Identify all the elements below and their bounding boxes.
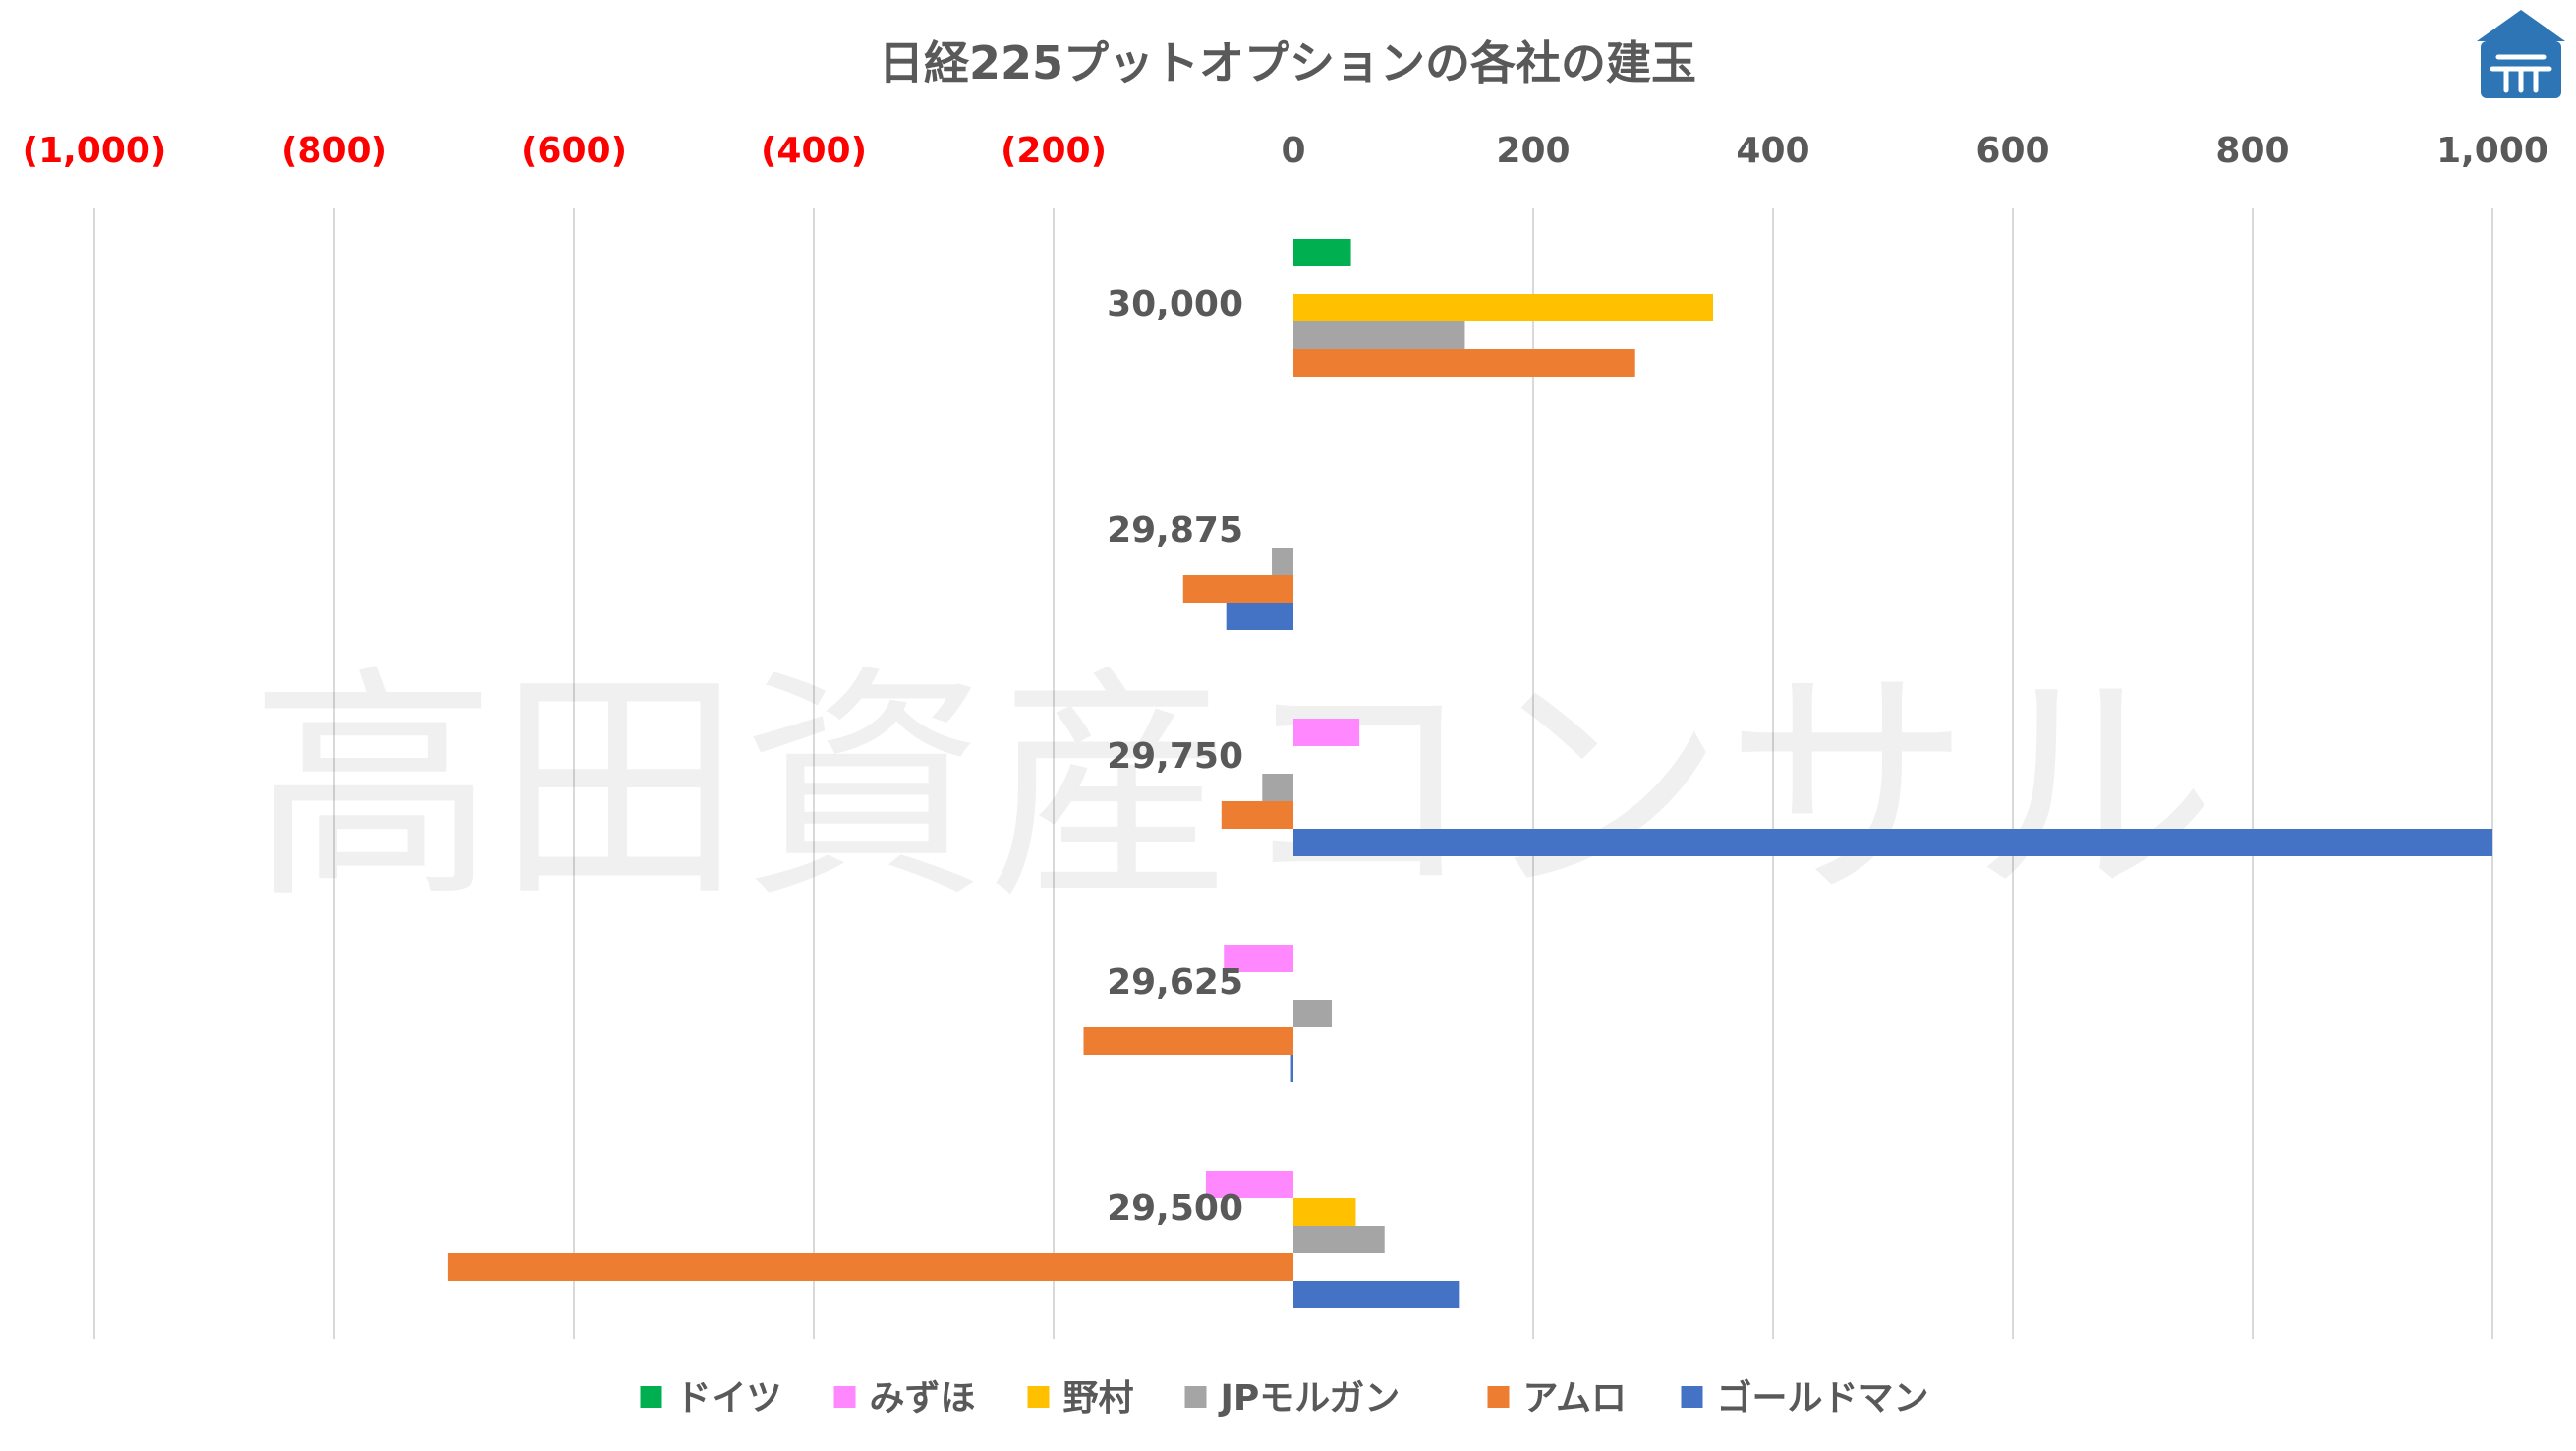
- x-tick-label: (800): [281, 131, 387, 171]
- category-label: 29,625: [1107, 962, 1243, 1003]
- bar: [1293, 1226, 1385, 1253]
- legend-label: みずほ: [870, 1378, 976, 1419]
- bar: [447, 1253, 1293, 1281]
- bar: [1293, 239, 1351, 266]
- legend-swatch: [833, 1386, 856, 1408]
- x-tick-label: 600: [1975, 131, 2049, 171]
- bar: [1293, 321, 1465, 349]
- category-label: 29,875: [1107, 510, 1243, 551]
- x-tick-label: 400: [1736, 131, 1809, 171]
- x-tick-label: (400): [761, 131, 867, 171]
- legend-swatch: [640, 1386, 662, 1408]
- legend-label: ゴールドマン: [1717, 1377, 1929, 1419]
- category-label: 30,000: [1107, 284, 1243, 324]
- legend-label: ドイツ: [676, 1378, 782, 1419]
- bar: [1293, 719, 1360, 746]
- legend-swatch: [1027, 1386, 1050, 1408]
- bar: [1226, 603, 1293, 630]
- bar: [1205, 1171, 1293, 1198]
- x-tick-label: (1,000): [23, 131, 167, 171]
- bar: [1293, 1198, 1356, 1226]
- x-tick-label: (600): [521, 131, 627, 171]
- legend-label: 野村: [1063, 1378, 1134, 1419]
- legend: ドイツ みずほ 野村 JPモルガン アムロ ゴールドマン: [640, 1377, 1929, 1419]
- x-tick-label: 1,000: [2436, 131, 2548, 171]
- bar: [1293, 829, 2492, 856]
- legend-label: アムロ: [1523, 1378, 1627, 1419]
- legend-swatch: [1681, 1386, 1703, 1408]
- bar: [1293, 349, 1635, 377]
- bar: [1290, 1055, 1293, 1082]
- legend-label: JPモルガン: [1218, 1378, 1401, 1419]
- bar: [1293, 294, 1713, 321]
- category-label: 29,500: [1107, 1189, 1243, 1229]
- bars: [447, 239, 2492, 1308]
- bar: [1083, 1027, 1293, 1055]
- bar: [1293, 1281, 1460, 1308]
- bar: [1221, 801, 1293, 829]
- x-tick-label: (200): [1001, 131, 1107, 171]
- bar: [1224, 945, 1293, 972]
- legend-swatch: [1184, 1386, 1207, 1408]
- x-tick-label: 0: [1281, 131, 1305, 171]
- grid-lines: [93, 208, 2493, 1339]
- x-tick-label: 200: [1496, 131, 1570, 171]
- x-tick-label: 800: [2215, 131, 2289, 171]
- bar: [1182, 575, 1293, 603]
- logo-icon: [2477, 10, 2565, 98]
- bar: [1293, 1000, 1333, 1027]
- category-label: 29,750: [1107, 736, 1243, 777]
- chart-title: 日経225プットオプションの各社の建玉: [879, 36, 1696, 89]
- bar: [1272, 548, 1293, 575]
- legend-swatch: [1487, 1386, 1510, 1408]
- category-labels: 30,000 29,875 29,750 29,625 29,500: [1107, 284, 1243, 1229]
- x-axis-ticks: (1,000) (800) (600) (400) (200) 0 200 400 600 800…: [23, 131, 2548, 171]
- bar: [1262, 774, 1293, 801]
- watermark: 高田資産コンサル: [251, 645, 2216, 931]
